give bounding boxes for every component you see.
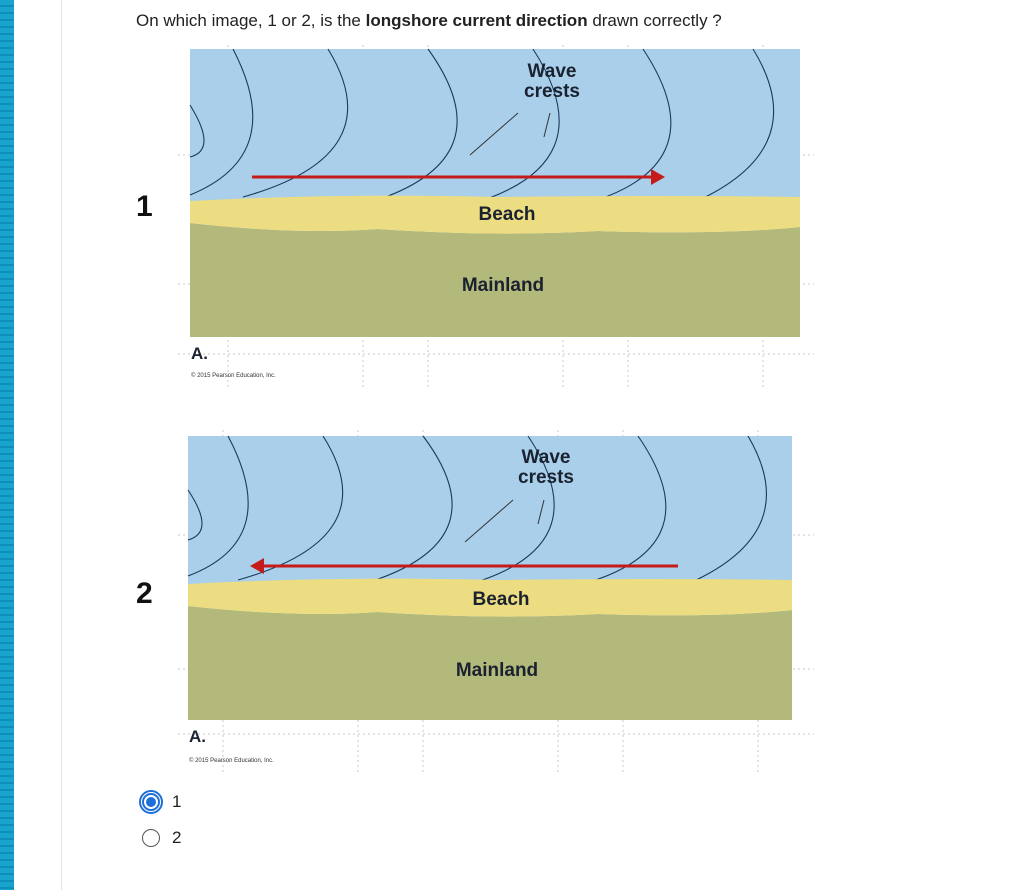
wave-crest-pointer — [543, 112, 551, 138]
label-crests: crests — [524, 81, 580, 102]
longshore-diagram-2: Wave crests Beach Mainland A. © 2015 Pea… — [178, 430, 814, 775]
arrow-head-right — [651, 169, 665, 185]
label-mainland: Mainland — [462, 275, 544, 296]
water — [190, 49, 800, 209]
figure-letter: A. — [189, 727, 206, 746]
wave-crest-lines — [187, 435, 768, 591]
mainland — [188, 606, 792, 720]
wave-crest-lines — [189, 48, 775, 210]
arrow-head-left — [250, 558, 264, 574]
copyright-text: © 2015 Pearson Education, Inc. — [191, 372, 276, 379]
option-1[interactable]: 1 — [139, 790, 182, 814]
longshore-diagram-1: Wave crests Beach Mainland A. © 2015 Pea… — [178, 45, 814, 390]
label-wave: Wave — [522, 447, 571, 468]
question-bold: longshore current direction — [365, 11, 588, 30]
radio-option-2[interactable] — [142, 829, 160, 847]
option-1-label: 1 — [172, 792, 182, 811]
question-suffix: drawn correctly ? — [587, 11, 722, 30]
copyright-text: © 2015 Pearson Education, Inc. — [189, 757, 274, 764]
beach — [188, 578, 792, 617]
label-beach: Beach — [472, 589, 529, 610]
mainland — [190, 223, 800, 337]
wave-crest-pointer — [469, 112, 519, 156]
label-mainland: Mainland — [456, 660, 538, 681]
image-number-2: 2 — [136, 577, 153, 610]
wave-crest-pointer — [537, 499, 545, 525]
content-divider — [61, 0, 62, 890]
question-text: On which image, 1 or 2, is the longshore… — [136, 11, 722, 31]
wave-crest-pointer — [464, 499, 514, 543]
question-prefix: On which image, 1 or 2, is the — [136, 11, 366, 30]
image-number-1: 1 — [136, 190, 153, 223]
figure-letter: A. — [191, 344, 208, 363]
label-wave: Wave — [528, 61, 577, 82]
label-beach: Beach — [478, 204, 535, 225]
option-2[interactable]: 2 — [142, 828, 181, 848]
option-2-label: 2 — [172, 828, 182, 847]
water — [188, 436, 792, 592]
left-accent-strip — [0, 0, 14, 890]
beach — [190, 195, 800, 234]
radio-option-1[interactable] — [139, 790, 163, 814]
label-crests: crests — [518, 467, 574, 488]
